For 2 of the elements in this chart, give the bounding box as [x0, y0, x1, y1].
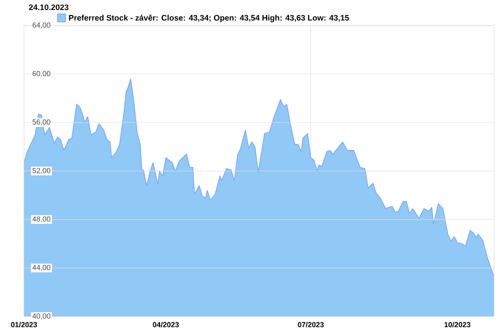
chart-title: 24.10.2023 [28, 4, 68, 10]
legend-label: Preferred Stock - závěr: Close: 43,34; Open: 43,54 High: 43,63 Low: 43,15 [69, 14, 349, 22]
